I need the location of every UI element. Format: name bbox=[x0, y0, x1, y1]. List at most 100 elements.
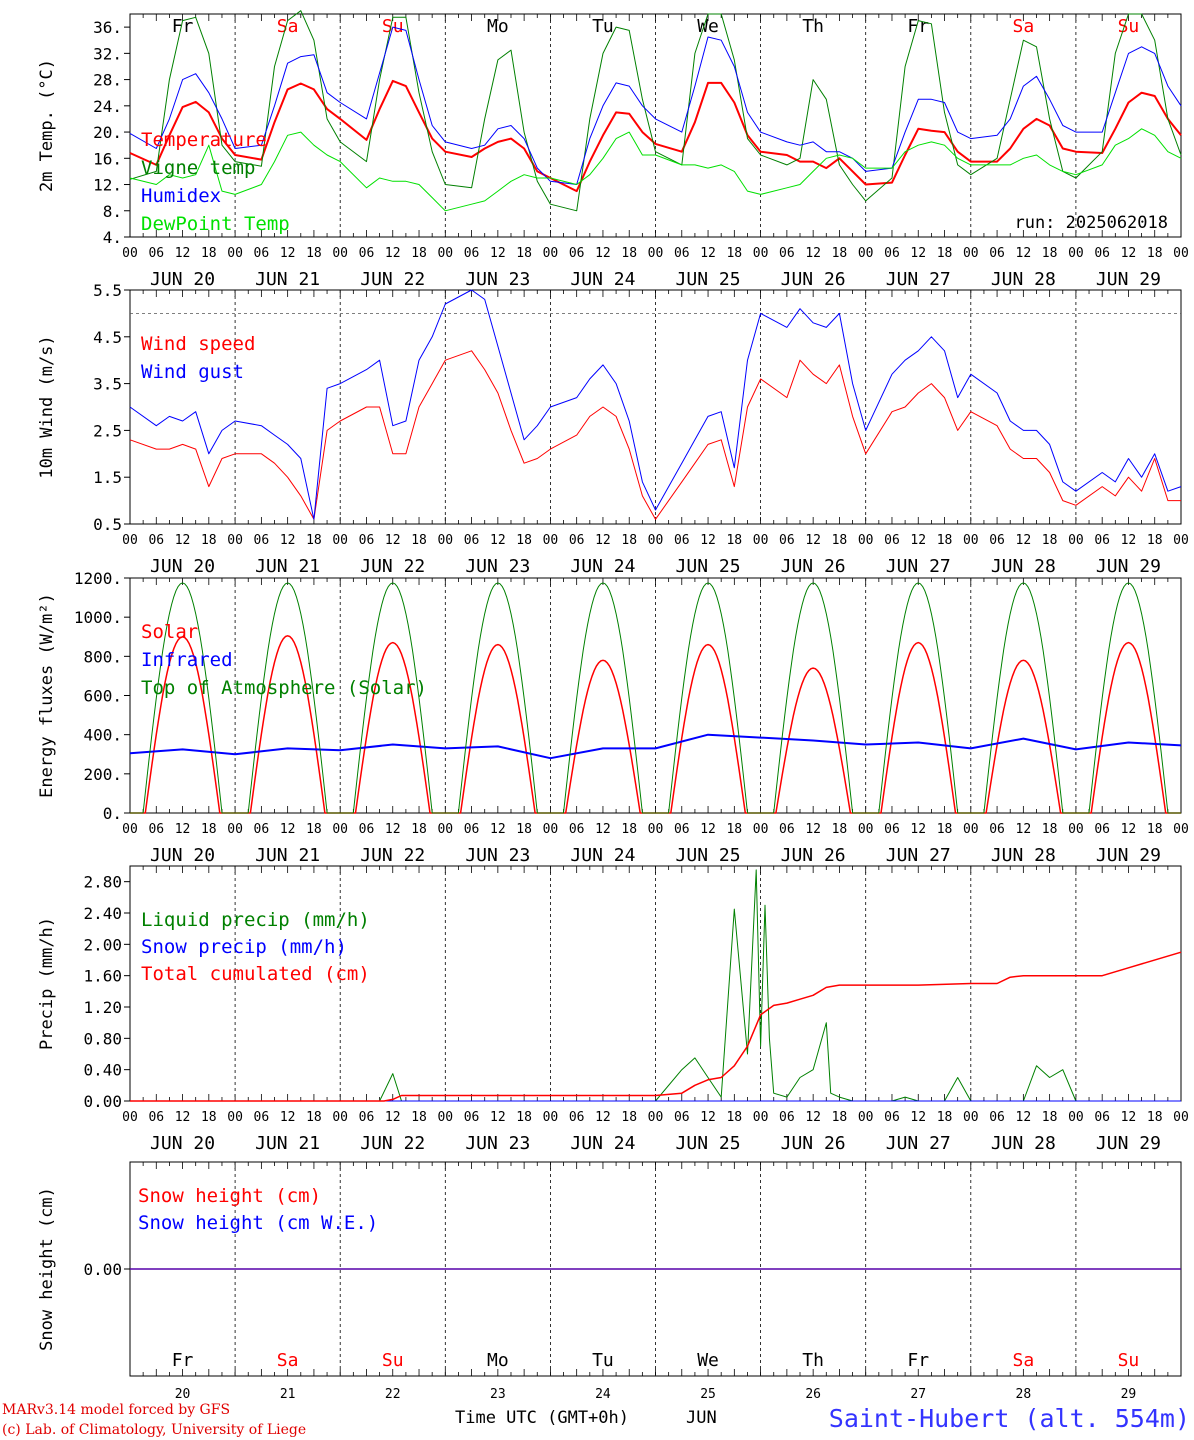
bottom-weekday-label: Th bbox=[802, 1350, 824, 1371]
weekday-label: Sa bbox=[277, 16, 299, 37]
x-hour-label: 06 bbox=[989, 533, 1005, 548]
series-line bbox=[130, 869, 1077, 1102]
x-hour-label: 06 bbox=[779, 1110, 795, 1125]
x-hour-label: 00 bbox=[332, 822, 348, 837]
x-hour-label: 18 bbox=[832, 533, 848, 548]
x-hour-label: 06 bbox=[254, 533, 270, 548]
x-hour-label: 18 bbox=[621, 533, 637, 548]
x-date-label: JUN 28 bbox=[991, 1133, 1056, 1154]
credit-line-2: (c) Lab. of Climatology, University of L… bbox=[2, 1422, 306, 1438]
bottom-weekday-label: Mo bbox=[487, 1350, 509, 1371]
x-hour-label: 06 bbox=[569, 822, 585, 837]
x-hour-label: 00 bbox=[753, 822, 769, 837]
x-hour-label: 00 bbox=[122, 1110, 138, 1125]
bottom-day-number: 20 bbox=[175, 1387, 191, 1402]
x-hour-label: 06 bbox=[464, 533, 480, 548]
x-date-label: JUN 28 bbox=[991, 556, 1056, 577]
x-date-label: JUN 21 bbox=[255, 556, 320, 577]
x-date-label: JUN 27 bbox=[886, 269, 951, 290]
x-date-label: JUN 29 bbox=[1096, 1133, 1161, 1154]
x-date-label: JUN 23 bbox=[465, 269, 530, 290]
x-date-label: JUN 20 bbox=[150, 845, 215, 866]
x-hour-label: 18 bbox=[1042, 1110, 1058, 1125]
x-hour-label: 12 bbox=[490, 822, 506, 837]
x-hour-label: 12 bbox=[805, 533, 821, 548]
x-hour-label: 12 bbox=[595, 822, 611, 837]
x-hour-label: 18 bbox=[201, 533, 217, 548]
y-tick-label: 0.00 bbox=[83, 1092, 122, 1111]
x-date-label: JUN 27 bbox=[886, 845, 951, 866]
x-hour-label: 06 bbox=[359, 822, 375, 837]
legend-entry: Infrared bbox=[141, 649, 233, 671]
x-hour-label: 18 bbox=[937, 1110, 953, 1125]
x-hour-label: 00 bbox=[648, 822, 664, 837]
bottom-day-number: 26 bbox=[805, 1387, 821, 1402]
x-hour-label: 12 bbox=[1121, 1110, 1137, 1125]
bottom-day-number: 28 bbox=[1016, 1387, 1032, 1402]
x-hour-label: 12 bbox=[385, 246, 401, 261]
y-tick-label: 32. bbox=[93, 44, 122, 63]
x-date-label: JUN 26 bbox=[781, 845, 846, 866]
series-line bbox=[130, 951, 1182, 1102]
x-date-label: JUN 25 bbox=[676, 845, 741, 866]
x-date-label: JUN 21 bbox=[255, 845, 320, 866]
x-hour-label: 06 bbox=[1094, 246, 1110, 261]
x-hour-label: 12 bbox=[490, 246, 506, 261]
x-hour-label: 12 bbox=[1016, 533, 1032, 548]
x-hour-label: 00 bbox=[1173, 533, 1189, 548]
x-hour-label: 00 bbox=[543, 1110, 559, 1125]
x-hour-label: 00 bbox=[227, 533, 243, 548]
series-line bbox=[129, 26, 1182, 185]
x-hour-label: 18 bbox=[516, 533, 532, 548]
x-hour-label: 18 bbox=[1147, 533, 1163, 548]
weekday-label: Fr bbox=[907, 16, 929, 37]
x-date-label: JUN 21 bbox=[255, 269, 320, 290]
x-hour-label: 18 bbox=[832, 822, 848, 837]
legend-entry: Snow height (cm W.E.) bbox=[138, 1212, 378, 1234]
x-hour-label: 00 bbox=[1173, 1110, 1189, 1125]
x-hour-label: 06 bbox=[569, 1110, 585, 1125]
x-hour-label: 18 bbox=[306, 822, 322, 837]
y-tick-label: 20. bbox=[93, 123, 122, 142]
x-date-label: JUN 22 bbox=[360, 269, 425, 290]
bottom-weekday-label: We bbox=[697, 1350, 719, 1371]
weekday-label: We bbox=[697, 16, 719, 37]
x-hour-label: 06 bbox=[779, 822, 795, 837]
weekday-label: Tu bbox=[592, 16, 614, 37]
x-hour-label: 12 bbox=[175, 533, 191, 548]
x-hour-label: 00 bbox=[1068, 822, 1084, 837]
bottom-day-number: 24 bbox=[595, 1387, 611, 1402]
x-hour-label: 18 bbox=[937, 533, 953, 548]
x-hour-label: 06 bbox=[569, 246, 585, 261]
x-hour-label: 00 bbox=[648, 1110, 664, 1125]
y-tick-label: 0.40 bbox=[83, 1061, 122, 1080]
x-date-label: JUN 24 bbox=[570, 269, 635, 290]
x-hour-label: 06 bbox=[779, 246, 795, 261]
x-hour-label: 12 bbox=[910, 822, 926, 837]
x-hour-label: 06 bbox=[464, 246, 480, 261]
bottom-day-number: 29 bbox=[1121, 1387, 1137, 1402]
x-date-label: JUN 27 bbox=[886, 1133, 951, 1154]
x-date-label: JUN 20 bbox=[150, 1133, 215, 1154]
series-line bbox=[129, 128, 1182, 212]
x-hour-label: 00 bbox=[858, 246, 874, 261]
x-hour-label: 06 bbox=[148, 533, 164, 548]
y-axis-label: 2m Temp. (°C) bbox=[37, 59, 57, 192]
x-hour-label: 18 bbox=[201, 246, 217, 261]
x-hour-label: 06 bbox=[989, 1110, 1005, 1125]
weekday-label: Mo bbox=[487, 16, 509, 37]
x-date-label: JUN 21 bbox=[255, 1133, 320, 1154]
x-date-label: JUN 25 bbox=[676, 556, 741, 577]
x-hour-label: 06 bbox=[884, 246, 900, 261]
x-hour-label: 18 bbox=[621, 246, 637, 261]
x-hour-label: 12 bbox=[1016, 822, 1032, 837]
x-date-label: JUN 25 bbox=[676, 269, 741, 290]
x-hour-label: 06 bbox=[464, 1110, 480, 1125]
bottom-day-number: 27 bbox=[910, 1387, 926, 1402]
x-hour-label: 00 bbox=[227, 1110, 243, 1125]
x-hour-label: 00 bbox=[1173, 246, 1189, 261]
x-hour-label: 06 bbox=[1094, 822, 1110, 837]
x-hour-label: 18 bbox=[1042, 822, 1058, 837]
x-hour-label: 00 bbox=[332, 1110, 348, 1125]
